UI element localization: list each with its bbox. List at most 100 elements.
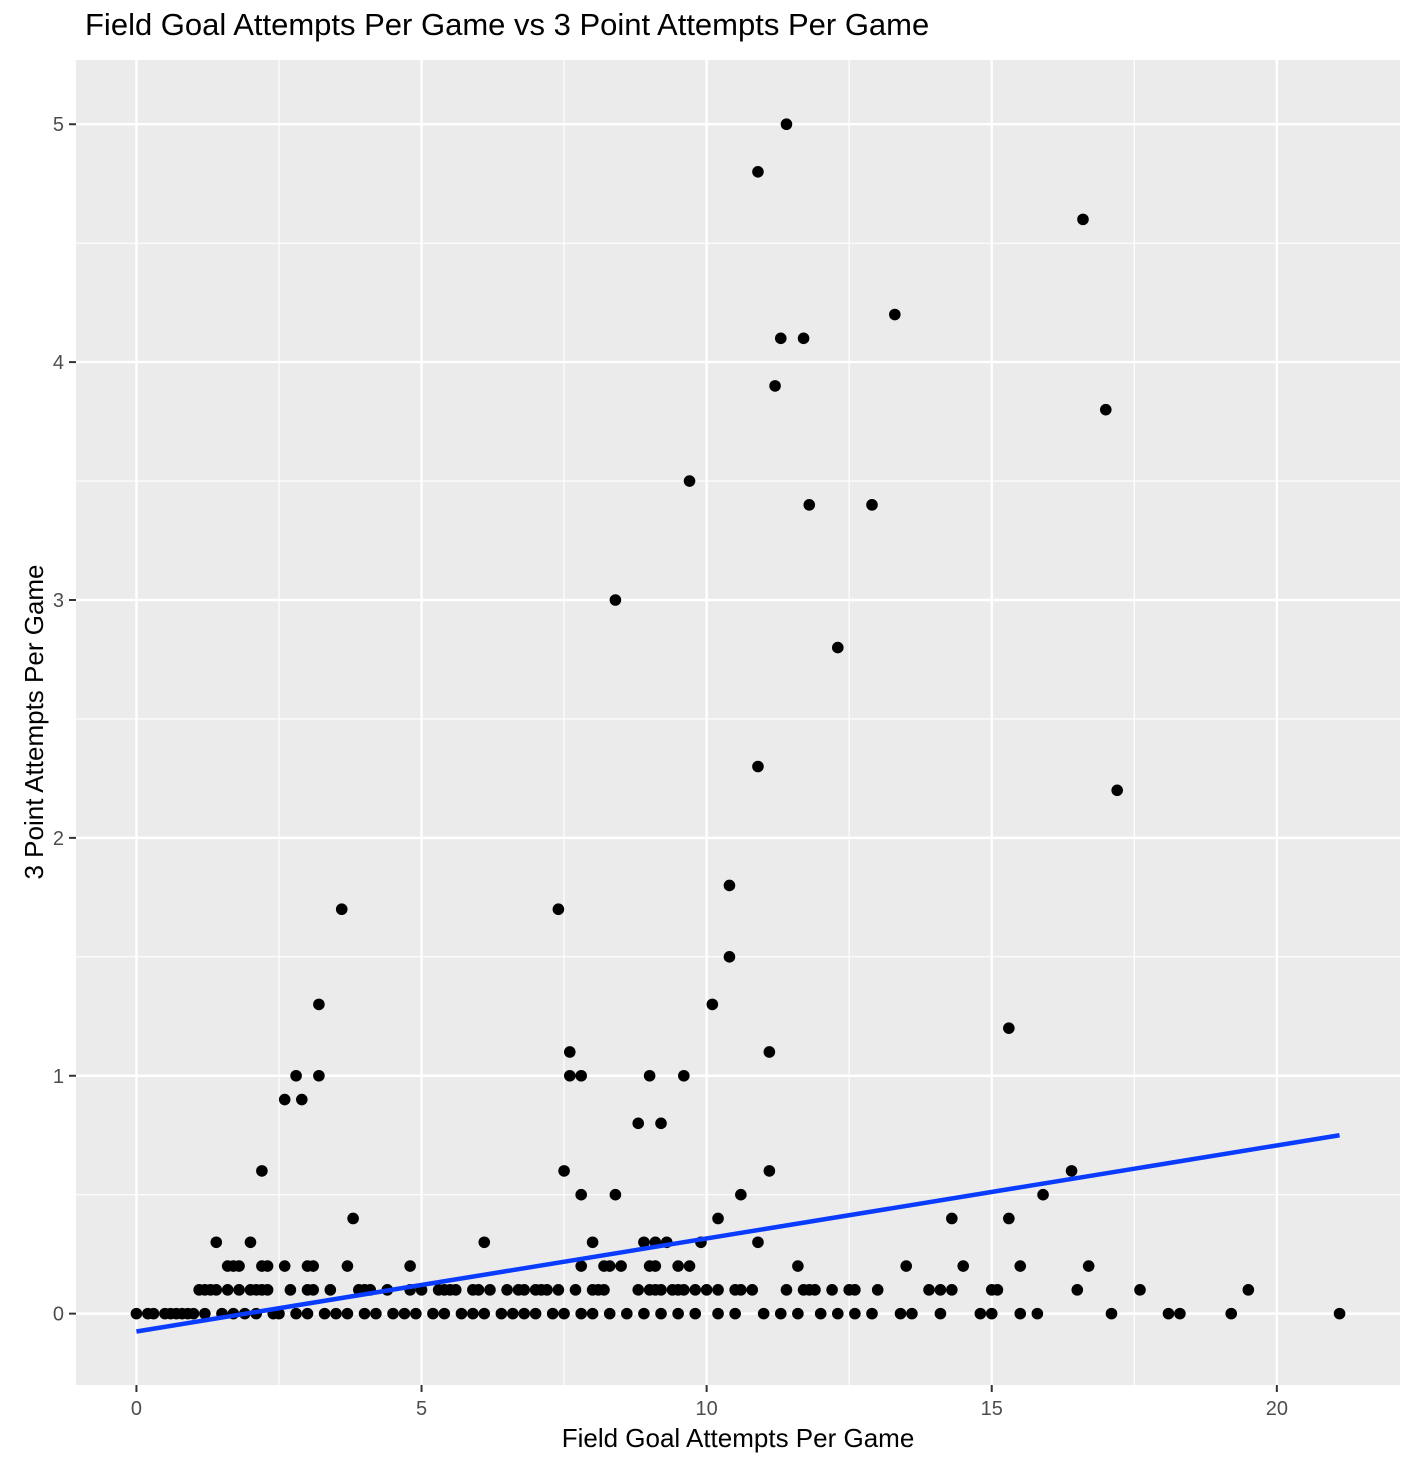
data-point	[769, 380, 781, 392]
data-point	[638, 1236, 650, 1249]
data-point	[723, 951, 736, 963]
data-point	[529, 1307, 542, 1320]
data-point	[621, 1307, 633, 1320]
data-point	[199, 1307, 211, 1320]
data-point	[563, 1069, 576, 1082]
data-point	[780, 1284, 793, 1296]
x-tick-label: 0	[131, 1398, 142, 1420]
data-point	[957, 1260, 970, 1272]
data-point	[729, 1307, 741, 1320]
data-point	[341, 1307, 354, 1320]
data-point	[1111, 784, 1123, 797]
data-point	[814, 1307, 827, 1320]
data-point	[261, 1284, 274, 1296]
data-point	[278, 1260, 291, 1272]
data-point	[746, 1284, 759, 1296]
data-point	[501, 1284, 513, 1296]
data-point	[130, 1307, 143, 1320]
data-point	[301, 1307, 314, 1320]
data-point	[689, 1284, 702, 1296]
data-point	[313, 998, 325, 1011]
data-point	[603, 1260, 616, 1272]
data-point	[307, 1260, 320, 1272]
x-tick-label: 10	[696, 1398, 718, 1420]
data-point	[410, 1307, 422, 1320]
data-point	[575, 1069, 587, 1082]
data-point	[341, 1260, 354, 1272]
data-point	[735, 1188, 747, 1201]
data-point	[946, 1284, 958, 1296]
data-point	[1071, 1284, 1084, 1296]
data-point	[889, 308, 901, 321]
data-point	[792, 1307, 804, 1320]
y-tick-label: 2	[53, 828, 64, 850]
y-tick-label: 1	[53, 1066, 64, 1088]
data-point	[307, 1284, 320, 1296]
data-point	[991, 1284, 1004, 1296]
y-tick-label: 4	[53, 352, 64, 374]
x-axis-ticks: 0 5 10 15 20	[131, 1385, 1288, 1420]
data-point	[472, 1284, 485, 1296]
data-point	[934, 1284, 947, 1296]
data-point	[803, 499, 816, 511]
data-point	[233, 1260, 245, 1272]
data-point	[290, 1069, 302, 1082]
data-point	[295, 1093, 308, 1106]
data-point	[1014, 1260, 1027, 1272]
data-point	[1014, 1307, 1027, 1320]
data-point	[187, 1307, 200, 1320]
data-point	[757, 1307, 770, 1320]
data-point	[831, 1307, 844, 1320]
data-point	[1099, 403, 1112, 416]
data-point	[541, 1284, 553, 1296]
data-point	[752, 166, 764, 178]
data-point	[484, 1284, 496, 1296]
x-tick-label: 20	[1266, 1398, 1288, 1420]
data-point	[1031, 1307, 1044, 1320]
data-point	[370, 1307, 382, 1320]
data-point	[672, 1260, 684, 1272]
data-point	[552, 1284, 565, 1296]
y-tick-label: 5	[53, 114, 64, 136]
data-point	[649, 1260, 662, 1272]
data-point	[866, 499, 878, 511]
data-point	[609, 1188, 622, 1201]
data-point	[1225, 1307, 1238, 1320]
x-axis-label: Field Goal Attempts Per Game	[562, 1423, 915, 1453]
data-point	[147, 1307, 160, 1320]
data-point	[752, 760, 764, 773]
y-axis-label: 3 Point Attempts Per Game	[19, 564, 49, 879]
data-point	[210, 1236, 223, 1249]
data-point	[335, 903, 348, 916]
data-point	[495, 1307, 508, 1320]
data-point	[712, 1284, 724, 1296]
data-point	[866, 1307, 878, 1320]
data-point	[261, 1260, 274, 1272]
data-point	[752, 1236, 764, 1249]
data-point	[871, 1284, 884, 1296]
data-point	[763, 1165, 776, 1177]
data-point	[672, 1307, 684, 1320]
data-point	[256, 1165, 268, 1177]
data-point	[518, 1307, 530, 1320]
data-point	[655, 1117, 667, 1130]
data-point	[404, 1260, 416, 1272]
data-point	[449, 1284, 462, 1296]
data-point	[1105, 1307, 1118, 1320]
data-point	[278, 1093, 291, 1106]
data-point	[575, 1188, 587, 1201]
data-point	[1077, 213, 1089, 226]
data-point	[467, 1307, 479, 1320]
y-tick-label: 0	[53, 1304, 64, 1326]
data-point	[1134, 1284, 1146, 1296]
data-point	[330, 1307, 342, 1320]
data-point	[1003, 1212, 1015, 1225]
data-point	[900, 1260, 913, 1272]
data-point	[438, 1307, 451, 1320]
data-point	[809, 1284, 821, 1296]
data-point	[1082, 1260, 1095, 1272]
data-point	[906, 1307, 918, 1320]
data-point	[244, 1236, 257, 1249]
data-point	[849, 1307, 861, 1320]
data-point	[575, 1307, 587, 1320]
